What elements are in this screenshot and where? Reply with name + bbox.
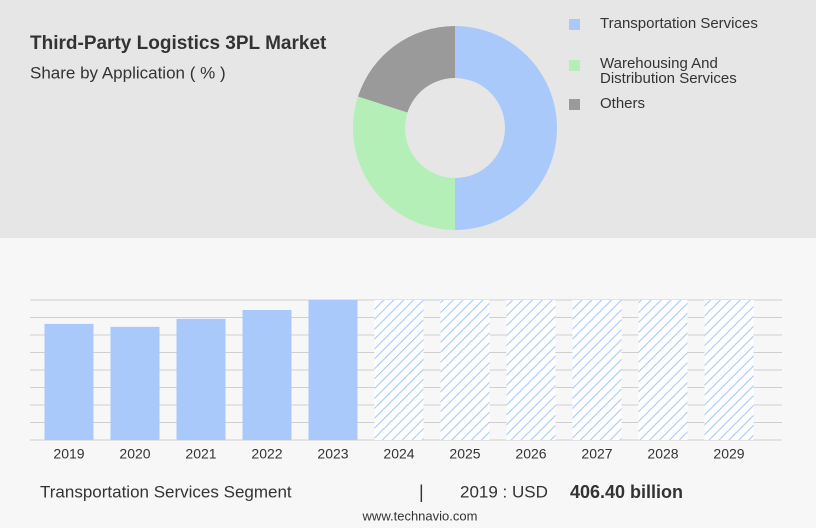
legend-marker <box>569 19 580 30</box>
x-tick-label: 2020 <box>119 446 150 462</box>
legend-marker <box>569 60 580 71</box>
x-tick-label: 2022 <box>251 446 282 462</box>
x-tick-label: 2024 <box>383 446 414 462</box>
x-tick-label: 2025 <box>449 446 480 462</box>
donut-segment <box>353 96 455 230</box>
legend-label: Warehousing And Distribution Services <box>600 55 737 87</box>
footer-value: 406.40 billion <box>570 482 683 502</box>
x-tick-label: 2021 <box>185 446 216 462</box>
legend-marker <box>569 99 580 110</box>
forecast-bar <box>506 300 556 440</box>
x-tick-label: 2026 <box>515 446 546 462</box>
donut-segment <box>357 26 455 113</box>
bar <box>176 318 226 440</box>
x-tick-label: 2029 <box>713 446 744 462</box>
forecast-bar <box>704 300 754 440</box>
footer-segment: Transportation Services Segment <box>40 482 292 501</box>
x-tick-label: 2027 <box>581 446 612 462</box>
bar <box>308 300 358 440</box>
forecast-bar <box>638 300 688 440</box>
legend-label: Transportation Services <box>600 15 758 32</box>
chart-subtitle: Share by Application ( % ) <box>30 63 226 82</box>
forecast-bar <box>374 300 424 440</box>
forecast-bar <box>440 300 490 440</box>
footer-year: 2019 : USD <box>460 482 548 501</box>
x-tick-label: 2028 <box>647 446 678 462</box>
footer-source: www.technavio.com <box>362 508 478 523</box>
x-tick-label: 2019 <box>53 446 84 462</box>
bar <box>44 323 94 440</box>
legend-label: Others <box>600 95 645 112</box>
forecast-bar <box>572 300 622 440</box>
bar <box>110 326 160 440</box>
chart-title: Third-Party Logistics 3PL Market <box>30 33 327 54</box>
footer-separator: | <box>419 482 424 502</box>
donut-segment <box>455 26 557 230</box>
bar <box>242 310 292 440</box>
x-tick-label: 2023 <box>317 446 348 462</box>
